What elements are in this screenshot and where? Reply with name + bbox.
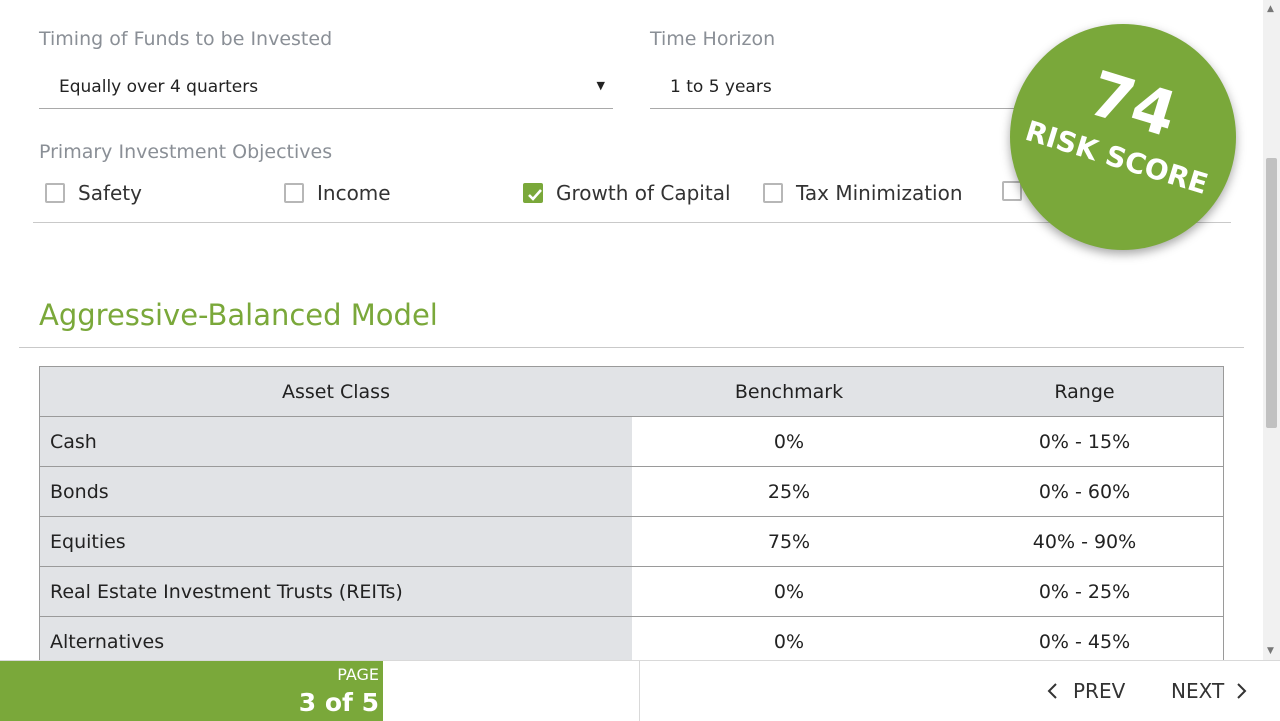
page-indicator: PAGE 3 of 5 <box>0 661 383 721</box>
section-divider <box>19 347 1244 348</box>
prev-label: PREV <box>1073 679 1126 703</box>
next-label: NEXT <box>1171 679 1225 703</box>
risk-score-badge: 74 RISK SCORE <box>1010 24 1236 250</box>
checkmark-icon <box>528 189 542 201</box>
range-cell: 0% - 45% <box>946 616 1224 667</box>
next-button[interactable]: NEXT <box>1171 679 1248 703</box>
column-header-asset: Asset Class <box>39 366 632 417</box>
dropdown-caret-icon: ▼ <box>596 79 605 92</box>
objective-growth[interactable]: Growth of Capital <box>523 180 731 206</box>
column-header-benchmark: Benchmark <box>632 366 946 417</box>
range-cell: 0% - 60% <box>946 466 1224 517</box>
range-cell: 40% - 90% <box>946 516 1224 567</box>
horizon-value: 1 to 5 years <box>670 76 772 97</box>
asset-cell: Real Estate Investment Trusts (REITs) <box>39 566 632 617</box>
table-header-row: Asset Class Benchmark Range <box>39 366 1224 417</box>
objective-safety[interactable]: Safety <box>45 180 142 206</box>
footer-divider <box>639 661 640 721</box>
objectives-row: Safety Income Growth of Capital Tax Mini… <box>33 170 1231 223</box>
table-row: Real Estate Investment Trusts (REITs) 0%… <box>39 566 1224 617</box>
objective-income-label: Income <box>317 181 391 205</box>
timing-select[interactable]: Equally over 4 quarters ▼ <box>39 65 613 109</box>
objective-tax-label: Tax Minimization <box>796 181 963 205</box>
objective-growth-label: Growth of Capital <box>556 181 731 205</box>
timing-value: Equally over 4 quarters <box>59 76 259 97</box>
checkbox-safety[interactable] <box>45 183 65 203</box>
objectives-label: Primary Investment Objectives <box>39 141 333 163</box>
checkbox-partially-hidden[interactable] <box>1002 181 1022 201</box>
benchmark-cell: 25% <box>632 466 946 517</box>
scroll-up-icon[interactable]: ▲ <box>1267 4 1274 14</box>
horizon-label: Time Horizon <box>650 28 776 50</box>
benchmark-cell: 75% <box>632 516 946 567</box>
asset-cell: Cash <box>39 416 632 467</box>
range-cell: 0% - 25% <box>946 566 1224 617</box>
table-row: Cash 0% 0% - 15% <box>39 416 1224 467</box>
benchmark-cell: 0% <box>632 616 946 667</box>
asset-cell: Alternatives <box>39 616 632 667</box>
scrollbar-thumb[interactable] <box>1266 158 1277 428</box>
table-row: Equities 75% 40% - 90% <box>39 516 1224 567</box>
allocation-table: Asset Class Benchmark Range Cash 0% 0% -… <box>39 366 1224 667</box>
benchmark-cell: 0% <box>632 566 946 617</box>
vertical-scrollbar[interactable]: ▲ ▼ <box>1263 0 1280 660</box>
asset-cell: Equities <box>39 516 632 567</box>
timing-label: Timing of Funds to be Invested <box>39 28 333 50</box>
checkbox-tax[interactable] <box>763 183 783 203</box>
page-indicator-value: 3 of 5 <box>298 688 379 717</box>
chevron-left-icon <box>1047 683 1057 699</box>
benchmark-cell: 0% <box>632 416 946 467</box>
objective-safety-label: Safety <box>78 181 142 205</box>
column-header-range: Range <box>946 366 1224 417</box>
scroll-down-icon[interactable]: ▼ <box>1267 646 1274 656</box>
table-row: Bonds 25% 0% - 60% <box>39 466 1224 517</box>
chevron-right-icon <box>1237 683 1247 699</box>
page-indicator-label: PAGE <box>337 665 379 684</box>
range-cell: 0% - 15% <box>946 416 1224 467</box>
table-row: Alternatives 0% 0% - 45% <box>39 616 1224 667</box>
objective-income[interactable]: Income <box>284 180 391 206</box>
checkbox-growth-checked[interactable] <box>523 183 543 203</box>
horizon-select[interactable]: 1 to 5 years <box>650 65 1224 109</box>
footer-bar: PAGE 3 of 5 PREV NEXT <box>0 660 1280 721</box>
checkbox-income[interactable] <box>284 183 304 203</box>
model-title: Aggressive-Balanced Model <box>39 298 438 332</box>
prev-button[interactable]: PREV <box>1046 679 1125 703</box>
asset-cell: Bonds <box>39 466 632 517</box>
objective-tax[interactable]: Tax Minimization <box>763 180 963 206</box>
